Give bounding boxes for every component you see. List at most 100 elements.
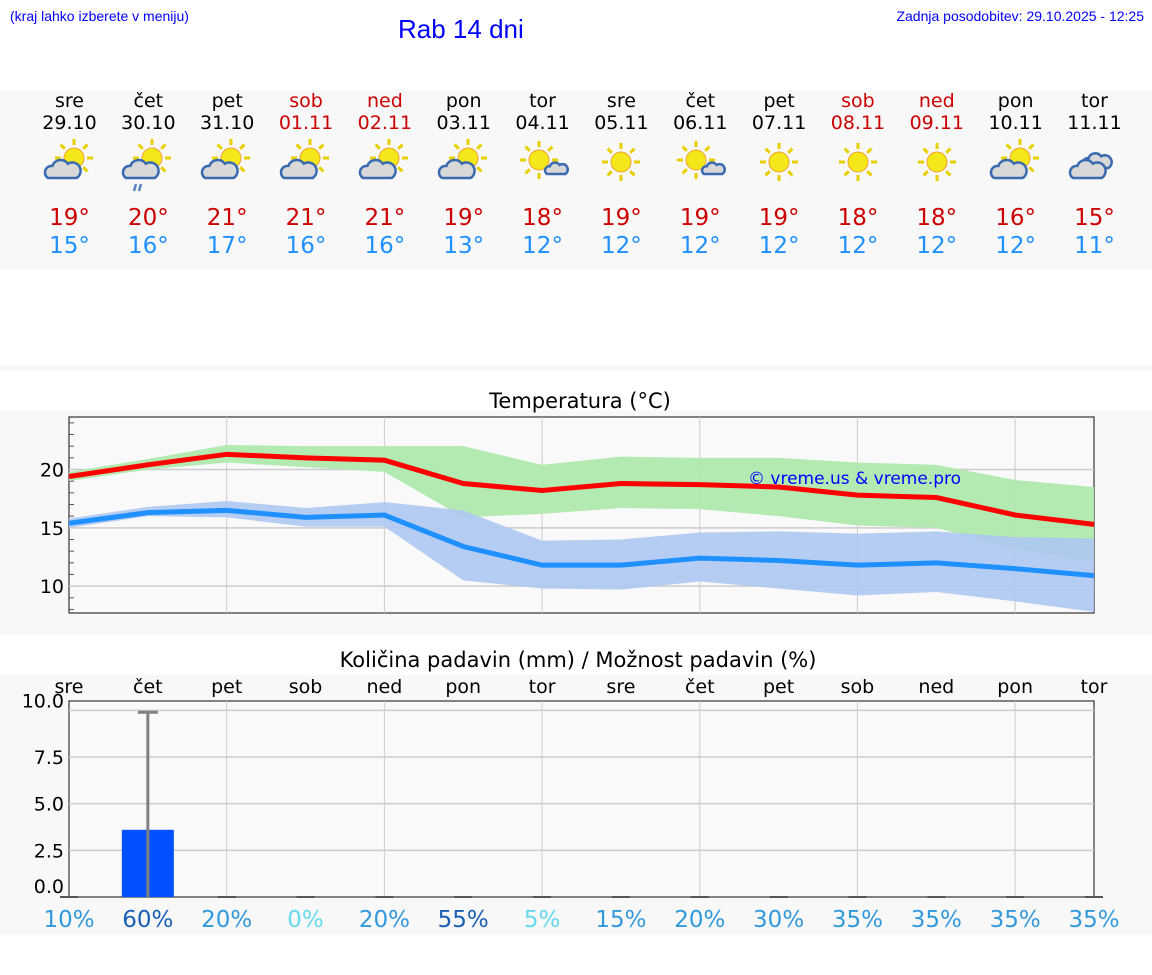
y-tick-label: 10.0 <box>22 690 64 712</box>
sun-ray <box>318 166 325 173</box>
x-day-label: sob <box>841 676 875 698</box>
day-name: ned <box>366 90 403 112</box>
sun-ray <box>922 170 929 177</box>
sunny-icon <box>760 143 799 181</box>
cloudy-icon <box>1068 152 1113 180</box>
temp-min: 16° <box>285 233 327 259</box>
sun-ray <box>944 170 952 177</box>
partly-cloudy-rain-icon <box>122 139 172 192</box>
cloud <box>122 158 161 180</box>
sun-ray <box>239 166 246 173</box>
sun-ray <box>295 143 302 150</box>
temp-min: 16° <box>364 233 406 259</box>
day-name: sob <box>289 90 323 112</box>
temp-min: 12° <box>758 233 800 259</box>
x-day-label: sob <box>289 676 323 698</box>
sun-ray <box>1027 143 1035 150</box>
sun-ray <box>160 166 167 173</box>
day-column: čet 30.10 20° 16° <box>109 90 188 260</box>
day-column: čet 06.11 19° 12° <box>661 90 740 260</box>
day-date: 03.11 <box>436 112 491 134</box>
sun-ray <box>453 143 460 150</box>
cloud <box>543 161 569 176</box>
sun-ray <box>160 143 167 150</box>
sun-ray <box>922 147 929 154</box>
y-tick-label: 20 <box>40 460 64 482</box>
band-max <box>69 445 1094 563</box>
day-date: 10.11 <box>988 112 1043 134</box>
day-name: tor <box>529 90 556 112</box>
day-column: pon 03.11 19° 13° <box>424 90 503 260</box>
sun-ray <box>59 143 66 150</box>
partly-cloudy-icon <box>200 139 251 180</box>
sun-ray <box>1005 143 1012 150</box>
chart-title: Temperatura (°C) <box>488 389 671 413</box>
precip-probability: 5% <box>524 907 561 933</box>
cloud <box>43 158 82 180</box>
sun-ray <box>1027 166 1035 173</box>
precip-probability: 35% <box>990 907 1041 933</box>
precip-probability: 0% <box>287 907 324 933</box>
sun-ray <box>546 145 554 152</box>
mostly-sunny-icon <box>677 141 727 179</box>
line-max <box>68 451 1095 527</box>
precip-probability: 55% <box>438 907 489 933</box>
sun-ray <box>239 143 246 150</box>
cloud <box>279 158 318 180</box>
sun-ray <box>843 147 850 154</box>
day-name: sob <box>841 90 875 112</box>
day-column: sob 08.11 18° 12° <box>818 90 897 260</box>
temp-min: 12° <box>522 233 563 259</box>
y-tick-label: 5.0 <box>34 794 64 816</box>
line-min <box>68 507 1095 579</box>
sun <box>685 149 707 171</box>
temp-min: 12° <box>995 233 1037 259</box>
day-date: 04.11 <box>515 112 570 134</box>
day-column: pet 31.10 21° 17° <box>188 90 267 260</box>
sun-ray <box>681 145 689 152</box>
partly-cloudy-icon <box>437 139 487 180</box>
sun-ray <box>764 147 771 154</box>
cloud <box>989 158 1028 180</box>
day-date: 29.10 <box>42 112 97 134</box>
temp-max: 18° <box>522 205 563 231</box>
temp-max: 20° <box>127 205 169 231</box>
day-date: 01.11 <box>278 112 334 134</box>
plot-area <box>68 700 1095 898</box>
sun-ray <box>524 145 531 152</box>
day-date: 08.11 <box>830 112 886 134</box>
temp-max: 21° <box>285 205 327 231</box>
day-date: 11.11 <box>1067 112 1122 134</box>
temp-max: 18° <box>916 205 958 231</box>
watermark: © vreme.us & vreme.pro <box>748 469 961 489</box>
temp-min: 12° <box>601 233 642 259</box>
mostly-sunny-icon <box>519 141 569 179</box>
x-day-label: tor <box>529 676 556 698</box>
temp-max: 18° <box>837 205 879 231</box>
x-day-label: pet <box>211 676 242 698</box>
sun-ray <box>81 166 88 173</box>
sun-ray <box>843 170 850 177</box>
sun-ray <box>629 170 636 177</box>
cloud <box>437 158 476 180</box>
sun-ray <box>397 166 404 173</box>
partly-cloudy-icon <box>358 139 408 180</box>
temp-min: 12° <box>916 233 958 259</box>
partly-cloudy-icon <box>279 139 330 180</box>
cloud <box>701 161 727 176</box>
day-date: 09.11 <box>909 112 964 134</box>
temp-max: 19° <box>443 205 485 231</box>
x-day-label: čet <box>685 676 715 698</box>
day-name: ned <box>918 90 955 112</box>
day-column: pet 07.11 19° 12° <box>740 90 819 260</box>
day-date: 07.11 <box>751 112 807 134</box>
precip-probability: 60% <box>122 907 173 933</box>
cloud <box>200 158 239 180</box>
temp-max: 19° <box>49 205 90 231</box>
sun-ray <box>787 147 794 154</box>
temp-min: 11° <box>1074 233 1115 259</box>
y-tick-label: 7.5 <box>34 747 64 769</box>
temperature-chart: Temperatura (°C) 10 15 20 © vreme.us & vreme… <box>0 389 1152 635</box>
precip-probability: 35% <box>832 907 883 933</box>
sun-ray <box>606 147 614 154</box>
